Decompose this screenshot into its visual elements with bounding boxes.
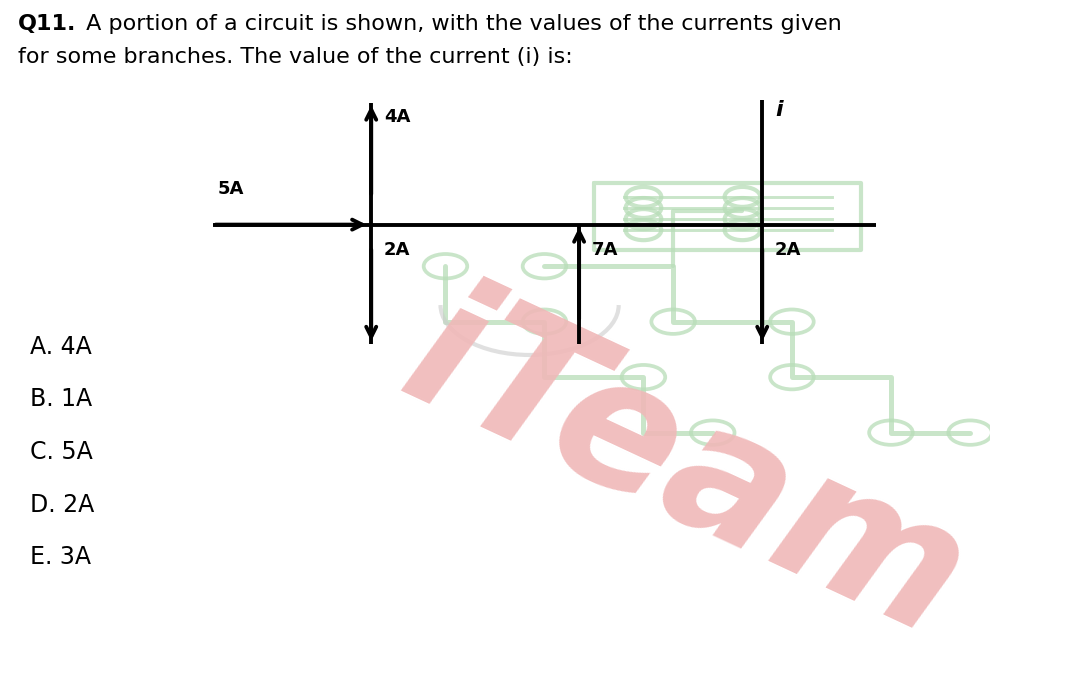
Text: 5A: 5A xyxy=(218,180,244,198)
Text: C. 5A: C. 5A xyxy=(29,440,93,464)
Text: 7A: 7A xyxy=(592,241,619,259)
Text: for some branches. The value of the current (i) is:: for some branches. The value of the curr… xyxy=(17,47,572,67)
Text: E. 3A: E. 3A xyxy=(29,545,91,569)
Text: i: i xyxy=(775,100,783,120)
Text: D. 2A: D. 2A xyxy=(29,493,94,516)
Text: iTeam: iTeam xyxy=(379,264,991,675)
Text: Q11.: Q11. xyxy=(17,14,77,34)
Text: 4A: 4A xyxy=(384,108,410,126)
Text: B. 1A: B. 1A xyxy=(29,387,92,411)
Text: A. 4A: A. 4A xyxy=(29,335,92,359)
Text: 2A: 2A xyxy=(384,241,410,259)
Text: A portion of a circuit is shown, with the values of the currents given: A portion of a circuit is shown, with th… xyxy=(79,14,842,34)
Text: 2A: 2A xyxy=(775,241,801,259)
